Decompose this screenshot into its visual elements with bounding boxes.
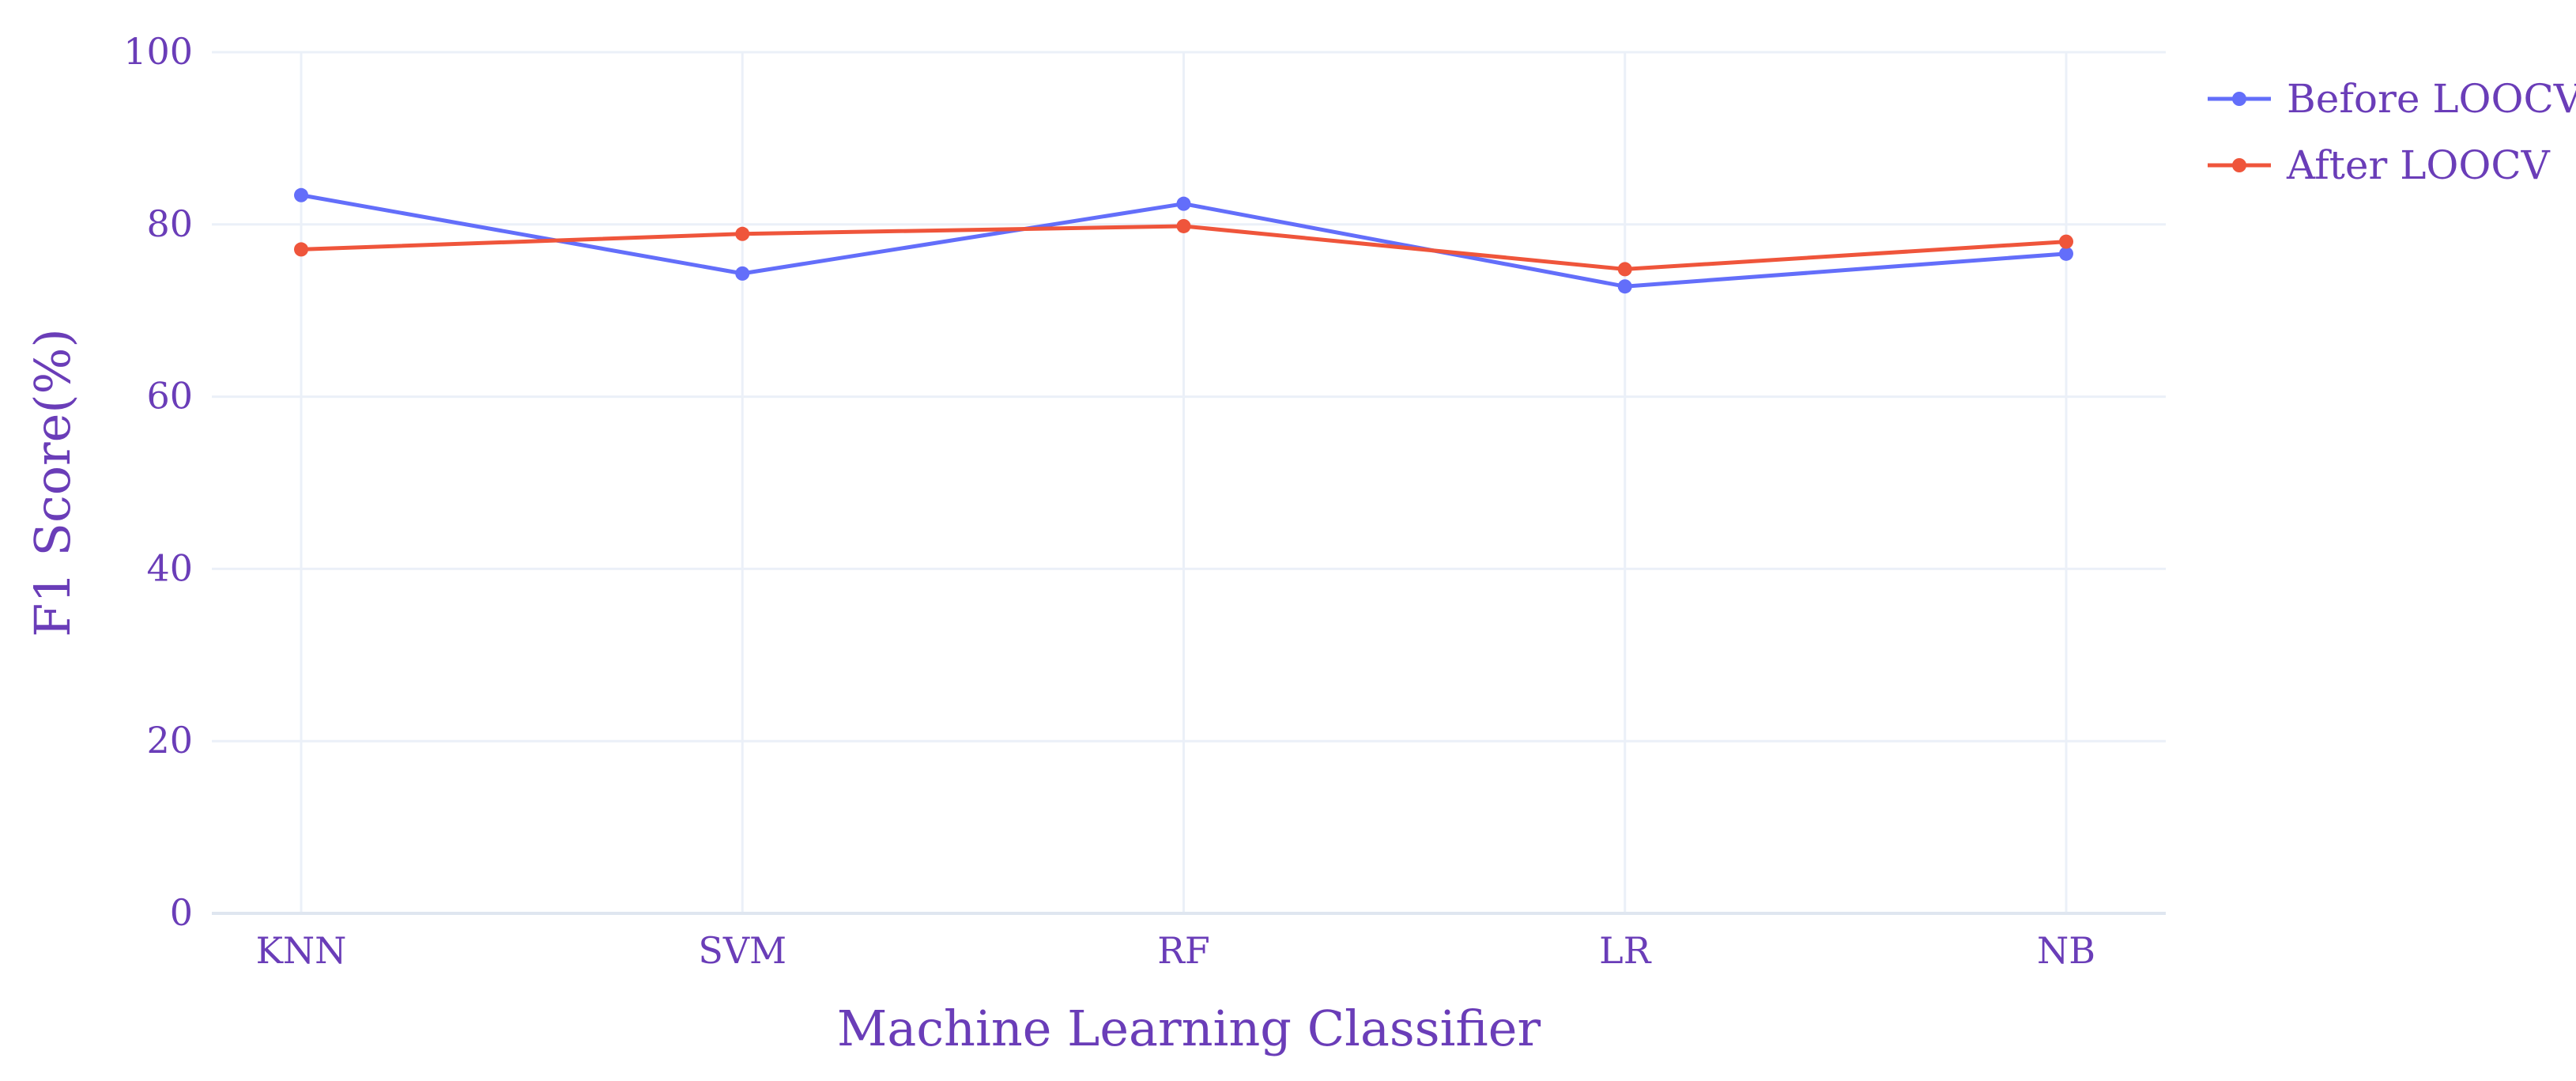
x-tick-label: LR [1599, 929, 1652, 972]
x-tick-label: KNN [256, 929, 347, 972]
y-tick-label: 20 [146, 719, 193, 762]
data-point [1176, 196, 1191, 211]
data-point [2059, 246, 2073, 261]
data-point [1617, 279, 1632, 294]
y-tick-label: 0 [170, 891, 193, 934]
y-tick-label: 100 [123, 30, 193, 73]
legend-item: After LOOCV [2208, 142, 2551, 188]
grid [212, 51, 2166, 913]
data-point [1617, 262, 1632, 277]
data-point [294, 187, 308, 202]
x-tick-label: NB [2037, 929, 2095, 972]
x-tick-label: RF [1157, 929, 1210, 972]
x-axis-ticks: KNN SVM RF LR NB [256, 929, 2095, 972]
legend-marker [2232, 92, 2246, 106]
data-point [2059, 234, 2073, 249]
y-tick-label: 80 [146, 202, 193, 245]
legend: Before LOOCV After LOOCV [2208, 76, 2576, 188]
legend-item: Before LOOCV [2208, 76, 2576, 122]
y-tick-label: 40 [146, 546, 193, 589]
series [294, 187, 2073, 294]
data-point [735, 226, 750, 241]
data-point [1176, 218, 1191, 233]
series-0 [294, 187, 2073, 294]
legend-marker [2232, 158, 2246, 172]
y-tick-label: 60 [146, 375, 193, 418]
x-tick-label: SVM [698, 929, 786, 972]
series-1 [294, 218, 2073, 277]
data-point [294, 242, 308, 257]
y-axis-ticks: 0 20 40 60 80 100 [123, 30, 193, 934]
legend-label: Before LOOCV [2287, 76, 2576, 122]
data-point [735, 266, 750, 281]
x-axis-title: Machine Learning Classifier [837, 1000, 1541, 1057]
legend-label: After LOOCV [2286, 142, 2551, 188]
y-axis-title: F1 Score(%) [24, 328, 81, 637]
